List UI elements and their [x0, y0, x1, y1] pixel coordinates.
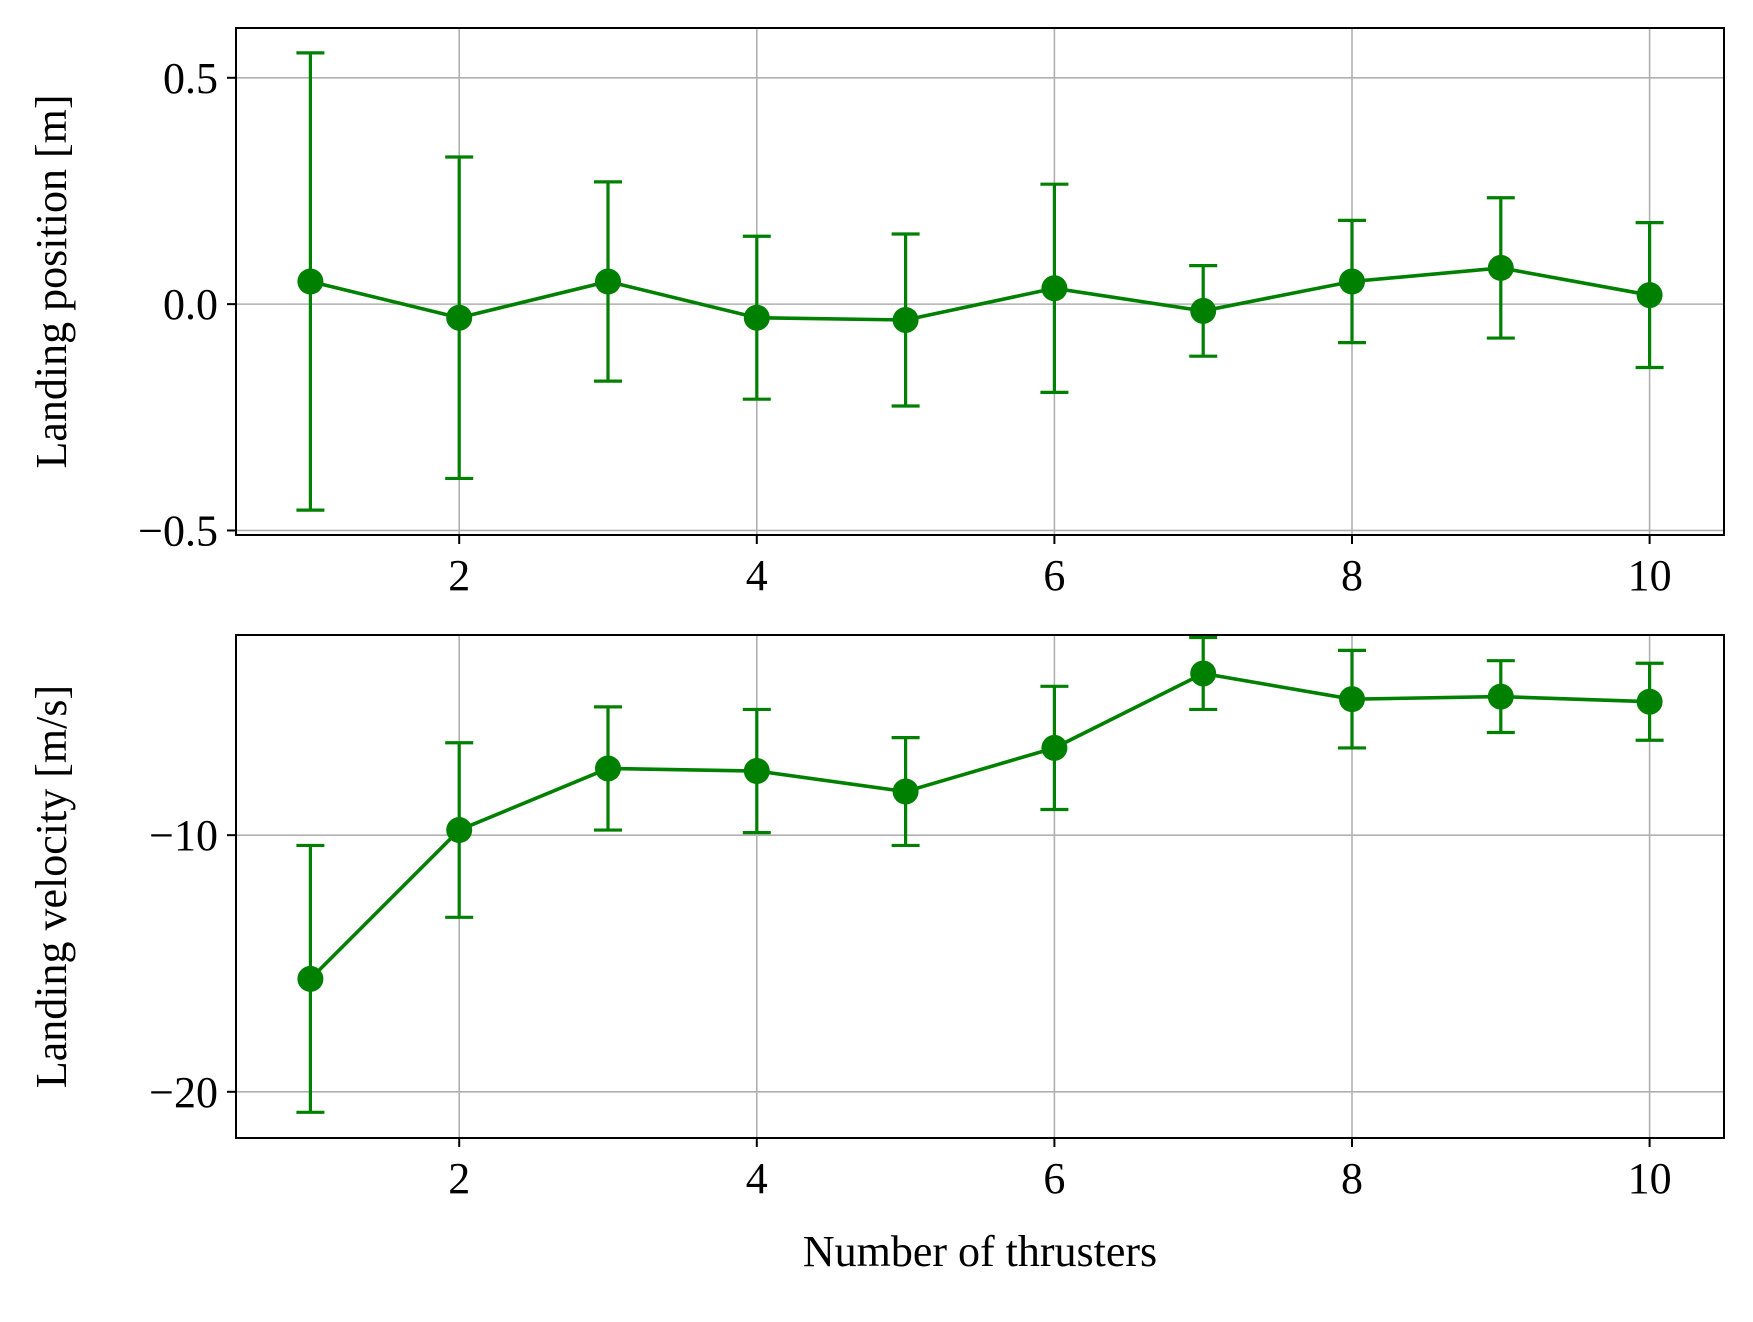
y-tick-label: 0.0 [163, 280, 218, 329]
data-point [1339, 268, 1365, 295]
panel-landing-velocity: 2 4 6 8 10 −20 −10 Landing velocity [m/s] Number… [27, 634, 1725, 1276]
data-point [1636, 282, 1663, 309]
data-point [1636, 688, 1663, 715]
data-point [892, 306, 919, 333]
data-point [1190, 297, 1217, 324]
x-tick-label: 2 [448, 551, 470, 600]
x-axis-label: Number of thrusters [803, 1227, 1157, 1276]
y-axis-label: Landing velocity [m/s] [27, 685, 76, 1088]
data-point [892, 778, 919, 805]
x-tick-label: 8 [1341, 551, 1363, 600]
data-point [595, 268, 621, 295]
x-tick-label: 2 [448, 1154, 470, 1203]
y-tick-label: 0.5 [163, 54, 218, 103]
y-tick-label: −20 [149, 1068, 218, 1117]
x-tick-label: 6 [1043, 551, 1065, 600]
data-point [446, 817, 473, 844]
data-point [1190, 660, 1217, 687]
data-point [297, 268, 324, 295]
axes-frame [235, 27, 1725, 536]
data-point [1041, 275, 1068, 302]
y-tick-label: −0.5 [138, 506, 218, 555]
data-point [1487, 683, 1514, 710]
y-tick-label: −10 [149, 811, 218, 860]
series-line [309, 671, 1650, 981]
data-point [297, 965, 324, 992]
data-point [1339, 686, 1365, 713]
data-point [446, 304, 473, 331]
data-point [595, 755, 621, 782]
x-tick-label: 10 [1628, 1154, 1672, 1203]
x-tick-label: 6 [1043, 1154, 1065, 1203]
panel-landing-position: 2 4 6 8 10 −0.5 0.0 0.5 Landing position [m] [27, 27, 1725, 600]
data-point [1041, 734, 1068, 761]
x-tick-label: 4 [746, 551, 768, 600]
x-tick-label: 4 [746, 1154, 768, 1203]
series-line [309, 266, 1650, 322]
data-point [743, 758, 770, 785]
x-tick-label: 8 [1341, 1154, 1363, 1203]
axes-frame [235, 634, 1725, 1139]
data-point [1487, 254, 1514, 281]
x-tick-label: 10 [1628, 551, 1672, 600]
y-axis-label: Landing position [m] [27, 95, 76, 469]
data-point [743, 304, 770, 331]
